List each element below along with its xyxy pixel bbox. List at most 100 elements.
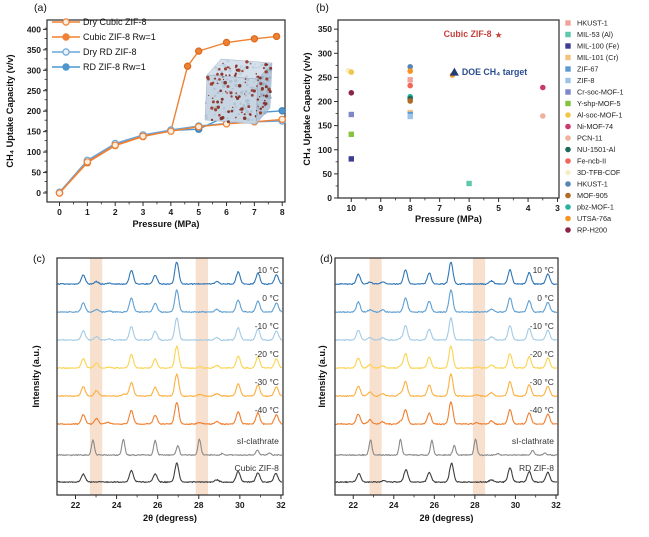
cube-guest-dot xyxy=(250,93,254,97)
cube-texture-dot xyxy=(226,117,229,120)
legend-item-cr-soc-mof-1-6: Cr-soc-MOF-1 xyxy=(565,88,624,97)
cube-texture-dot xyxy=(220,80,225,85)
scatter-points xyxy=(345,64,546,187)
panel-label-c: (c) xyxy=(33,253,46,265)
legend-item-mil-100-fe-2: MIL-100 (Fe) xyxy=(565,42,619,51)
xrd-trace-rd-zif-8 xyxy=(335,462,558,484)
legend-marker xyxy=(565,192,571,199)
cube-texture-dot xyxy=(213,105,217,109)
cube-texture-dot xyxy=(222,107,226,110)
x-tick-label: 7 xyxy=(437,203,442,213)
legend-item-rd-zif-8-rw-1: RD ZIF-8 Rw=1 xyxy=(52,62,146,72)
legend-label: Dry Cubic ZIF-8 xyxy=(83,17,147,27)
x-tick-label: 30 xyxy=(235,500,245,510)
point-zif-8 xyxy=(407,113,413,120)
legend-marker xyxy=(565,66,571,72)
x-tick-label: 3 xyxy=(141,207,146,217)
cube-guest-dot xyxy=(262,66,266,70)
x-tick-label: 7 xyxy=(252,207,257,217)
cube-guest-dot xyxy=(211,100,215,104)
data-point-cubic-zif-8-rw-1 xyxy=(194,47,203,55)
cube-guest-dot xyxy=(218,67,221,71)
data-point-cubic-zif-8-rw-1 xyxy=(183,62,192,70)
data-point-dry-cubic-zif-8 xyxy=(194,122,203,131)
trace-label-40-c: -40 °C xyxy=(530,405,554,415)
point-fe-ncb-ii xyxy=(407,82,413,89)
cube-guest-dot xyxy=(259,82,263,86)
legend-item-zif-8-5: ZIF-8 xyxy=(565,76,594,85)
legend-marker xyxy=(565,43,571,49)
chart-a-line-plot: 0 1 2 3 4 5 6 7 8 0 50 100 150 200 250 300 350 400 Pressur… xyxy=(5,17,286,229)
xrd-trace-cubic-zif-8 xyxy=(57,462,283,484)
cube-guest-dot xyxy=(244,78,247,80)
legend-item-utsa-76a-17: UTSA-76a xyxy=(565,214,612,223)
trace-label-40-c: -40 °C xyxy=(255,405,279,415)
series-dry-cubic-zif-8 xyxy=(55,115,286,197)
xrd-traces xyxy=(57,261,283,484)
cube-guest-dot xyxy=(223,80,227,85)
cube-texture-dot xyxy=(255,67,258,69)
cube-guest-dot xyxy=(249,114,252,116)
legend-item-mil-101-cr-3: MIL-101 (Cr) xyxy=(565,53,618,62)
highlight-band xyxy=(195,258,208,495)
cube-guest-dot xyxy=(247,105,251,109)
data-point-cubic-zif-8-rw-1 xyxy=(272,32,281,41)
x-tick-label: 22 xyxy=(71,500,81,510)
cube-texture-dot xyxy=(234,83,238,87)
panel-label-d: (d) xyxy=(320,253,333,265)
cube-guest-dot xyxy=(243,93,246,95)
y-tick-label: 0 xyxy=(327,193,332,203)
cube-guest-dot xyxy=(210,106,214,110)
x-tick-label: 24 xyxy=(112,500,122,510)
point-cr-soc-mof-1 xyxy=(348,111,354,118)
cube-guest-dot xyxy=(240,111,243,114)
legend-label: NU-1501-Al xyxy=(577,145,615,154)
data-point-dry-cubic-zif-8 xyxy=(139,132,147,140)
cube-texture-dot xyxy=(248,61,251,64)
cube-guest-dot xyxy=(237,84,242,88)
cube-texture-dot xyxy=(253,81,255,84)
data-point-cubic-zif-8-rw-1 xyxy=(222,38,231,47)
cube-texture-dot xyxy=(222,84,226,88)
cube-texture-dot xyxy=(206,117,209,120)
xrd-trace-40-c xyxy=(57,402,283,426)
chart-c-xrd-patterns: 10 °C 0 °C -10 °C -20 °C -30 °C -40 °C sI-clat… xyxy=(31,257,286,523)
cube-guest-dot xyxy=(264,94,268,98)
xrd-trace-10-c xyxy=(57,317,283,342)
point-mil-53-al xyxy=(466,180,472,187)
cube-guest-dot xyxy=(259,96,261,98)
x-tick-label: 26 xyxy=(153,500,163,510)
y-axis-label: CH₄ Uptake Capacity (v/v) xyxy=(5,54,15,167)
legend-marker xyxy=(62,33,70,41)
cube-texture-dot xyxy=(244,94,248,97)
cube-texture-dot xyxy=(245,110,250,114)
trace-label-20-c: -20 °C xyxy=(255,349,279,359)
cube-guest-dot xyxy=(258,76,262,80)
legend-item-dry-rd-zif-8: Dry RD ZIF-8 xyxy=(52,47,137,57)
cube-guest-dot xyxy=(210,118,214,122)
trace-label-30-c: -30 °C xyxy=(255,377,279,387)
legend-b: HKUST-1 MIL-53 (Al) MIL-100 (Fe) MIL-101 (C… xyxy=(565,19,624,235)
legend-item-nu-1501-al-11: NU-1501-Al xyxy=(565,145,615,154)
cube-guest-dot xyxy=(217,106,220,108)
y-tick-label: 50 xyxy=(323,169,333,179)
legend-marker xyxy=(565,181,571,187)
x-tick-label: 4 xyxy=(169,207,174,217)
legend-marker xyxy=(565,54,571,61)
xrd-trace-10-c xyxy=(335,317,558,342)
annotations: ★Cubic ZIF-8 DOE CH₄ target xyxy=(444,29,527,78)
star-marker: ★ xyxy=(495,30,503,40)
legend-item-hkust-1-14: HKUST-1 xyxy=(565,180,608,189)
cube-texture-dot xyxy=(251,65,255,69)
legend-label: MIL-53 (Al) xyxy=(577,30,613,39)
cube-guest-dot xyxy=(226,85,230,88)
cube-texture-dot xyxy=(226,58,230,63)
x-tick-label: 1 xyxy=(85,207,90,217)
xrd-trace-0-c xyxy=(57,289,283,314)
cube-guest-dot xyxy=(206,75,210,80)
trace-label-0-c: 0 °C xyxy=(537,293,554,303)
cube-texture-dot xyxy=(233,102,237,106)
x-tick-label: 24 xyxy=(389,500,399,510)
cube-texture-dot xyxy=(267,62,271,66)
legend-item-fe-ncb-ii-12: Fe-ncb-II xyxy=(565,157,606,166)
